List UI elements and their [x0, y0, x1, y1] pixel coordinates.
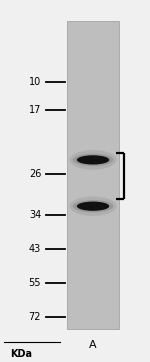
- Text: 10: 10: [29, 76, 41, 87]
- Ellipse shape: [69, 150, 117, 170]
- Text: A: A: [89, 340, 97, 350]
- Text: 34: 34: [29, 210, 41, 220]
- Ellipse shape: [77, 155, 109, 164]
- Text: 72: 72: [29, 312, 41, 321]
- Text: 43: 43: [29, 244, 41, 254]
- Ellipse shape: [77, 202, 109, 211]
- Text: 55: 55: [29, 278, 41, 288]
- Text: 26: 26: [29, 169, 41, 179]
- Text: 17: 17: [29, 105, 41, 115]
- Ellipse shape: [73, 153, 113, 166]
- Bar: [67, 21, 119, 329]
- Ellipse shape: [69, 197, 117, 216]
- Ellipse shape: [73, 200, 113, 212]
- Text: KDa: KDa: [10, 349, 32, 359]
